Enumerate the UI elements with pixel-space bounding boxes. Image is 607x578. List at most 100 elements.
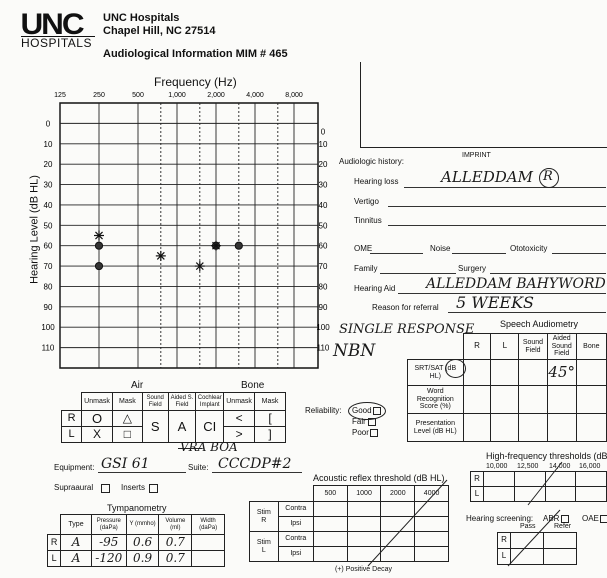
ome-label: OME: [354, 244, 373, 253]
speech-col-sf: Sound Field: [518, 333, 548, 360]
reflex-ipsi: Ipsi: [277, 546, 314, 562]
hearing-loss-side: R: [543, 169, 553, 184]
family-label: Family: [354, 264, 378, 273]
legend-row-l: L: [60, 426, 83, 443]
hearing-aid-value: ALLEDDAM BAHYWORD: [426, 276, 606, 292]
db-tick-label: 110: [42, 344, 55, 353]
data-point-asterisk: [211, 240, 221, 251]
hf-freq: 14,000: [549, 463, 571, 470]
sound-field-symbol: S: [141, 410, 169, 443]
hf-freq: 12,500: [517, 463, 539, 470]
db-tick-label-right: 40: [319, 201, 328, 210]
screening-oae-checkbox[interactable]: [600, 515, 607, 523]
hf-table: R L: [470, 471, 607, 502]
db-tick-label: 80: [44, 282, 53, 291]
ototoxicity-label: Ototoxicity: [510, 244, 548, 253]
reflex-title: Acoustic reflex threshold (dB HL): [313, 473, 445, 483]
referral-label: Reason for referral: [372, 303, 439, 312]
logo-rule: [21, 36, 95, 37]
vertigo-label: Vertigo: [354, 197, 379, 206]
stim-r: R: [261, 516, 267, 524]
asterisk-stroke: [156, 251, 165, 260]
freq-tick-label: 4,000: [246, 92, 264, 99]
db-tick-label: 100: [41, 323, 55, 332]
audiogram-title: Frequency (Hz): [154, 75, 237, 89]
legend-bone-label: Bone: [241, 380, 265, 391]
data-point-asterisk: [194, 261, 205, 272]
referral-line: [448, 312, 606, 313]
noise-line: [452, 253, 506, 254]
suite-value: CCCDP#2: [218, 456, 292, 472]
inserts-label: Inserts: [121, 483, 146, 492]
asterisk-stroke: [95, 231, 103, 240]
speech-table: R L Sound Field Aided Sound Field Bone S…: [407, 333, 607, 442]
audiogram-chart: 125 250 500 1,000 2,000 4,000 8,00001020304050…: [41, 92, 330, 369]
hearing-aid-line: [398, 293, 606, 294]
reflex-stim-r: Stim R: [249, 501, 279, 532]
freq-tick-label: 250: [93, 92, 105, 99]
inserts-checkbox[interactable]: [149, 484, 158, 493]
speech-row-srt: SRT/SAT (dB HL): [407, 359, 464, 386]
logo-sub: HOSPITALS: [21, 36, 92, 50]
reliability-fair-checkbox[interactable]: [368, 418, 376, 426]
hearing-loss-circle: [539, 168, 559, 188]
imprint-box: [360, 62, 607, 148]
supraaural-checkbox[interactable]: [101, 484, 110, 493]
legend-col: Unmask: [81, 392, 113, 411]
imprint-label: IMPRINT: [462, 152, 491, 159]
tymp-l-y: 0.9: [125, 550, 160, 567]
family-line: [380, 273, 456, 274]
noise-label: Noise: [430, 244, 451, 253]
hearing-loss-line: [404, 187, 606, 188]
legend-row-r: R: [60, 410, 83, 427]
db-tick-label: 30: [44, 181, 53, 190]
form-title: Audiological Information MIM # 465: [103, 48, 288, 60]
speech-title: Speech Audiometry: [500, 319, 579, 329]
surgery-line: [490, 273, 606, 274]
tymp-l-width: [191, 550, 225, 567]
data-point-asterisk: [155, 250, 166, 261]
db-tick-label: 60: [44, 242, 53, 251]
hearing-aid-label: Hearing Aid: [354, 284, 396, 293]
equipment-line: [98, 472, 186, 473]
db-tick-label-right: 80: [319, 282, 328, 291]
legend-col: Cochlear Implant: [195, 392, 225, 411]
freq-tick-label: 1,000: [168, 92, 186, 99]
reflex-table: 500 1000 2000 4000 Stim R Contra Ipsi Sti…: [249, 485, 449, 562]
reflex-stim-l: Stim L: [249, 531, 279, 562]
hf-title: High-frequency thresholds (dB HL): [486, 451, 607, 461]
vra-boa-note: VRA BOA: [180, 440, 238, 454]
logo-main: UNC: [20, 8, 85, 41]
cochlear-implant-symbol: CI: [195, 410, 225, 443]
screening-label: Hearing screening:: [466, 514, 534, 523]
freq-tick-label: 2,000: [207, 92, 225, 99]
hf-freq: 16,000: [579, 463, 601, 470]
hf-row-l: L: [470, 486, 484, 502]
tymp-l-pressure: -120: [90, 550, 127, 567]
tinnitus-line: [388, 225, 606, 226]
tymp-title: Tympanometry: [107, 503, 167, 513]
data-point-circle: [94, 261, 104, 271]
db-tick-label-right: 50: [319, 221, 328, 230]
tymp-row-l: L: [46, 550, 62, 567]
srt-circle: [445, 359, 466, 378]
data-point-circle: [234, 241, 243, 250]
tymp-r-pressure: -95: [90, 534, 127, 551]
symbol-legend-table: Unmask Mask Sound Field Aided S. Field C…: [60, 392, 286, 443]
asterisk-stroke: [195, 262, 204, 271]
db-tick-label: 10: [44, 140, 53, 149]
reliability-poor-checkbox[interactable]: [370, 429, 378, 437]
suite-line: [212, 472, 302, 473]
stim-label: Stim: [256, 509, 271, 517]
bone-mask-l-symbol: ]: [254, 426, 286, 443]
surgery-label: Surgery: [458, 264, 487, 273]
db-tick-label: 50: [44, 221, 53, 230]
vertigo-line: [388, 206, 606, 207]
supraaural-label: Supraaural: [54, 483, 94, 492]
speech-row-presentation: Presentation Level (dB HL): [407, 413, 464, 442]
screening-abr-checkbox[interactable]: [561, 515, 569, 523]
db-tick-label-right: 0: [321, 127, 326, 136]
equipment-value: GSI 61: [101, 456, 150, 472]
